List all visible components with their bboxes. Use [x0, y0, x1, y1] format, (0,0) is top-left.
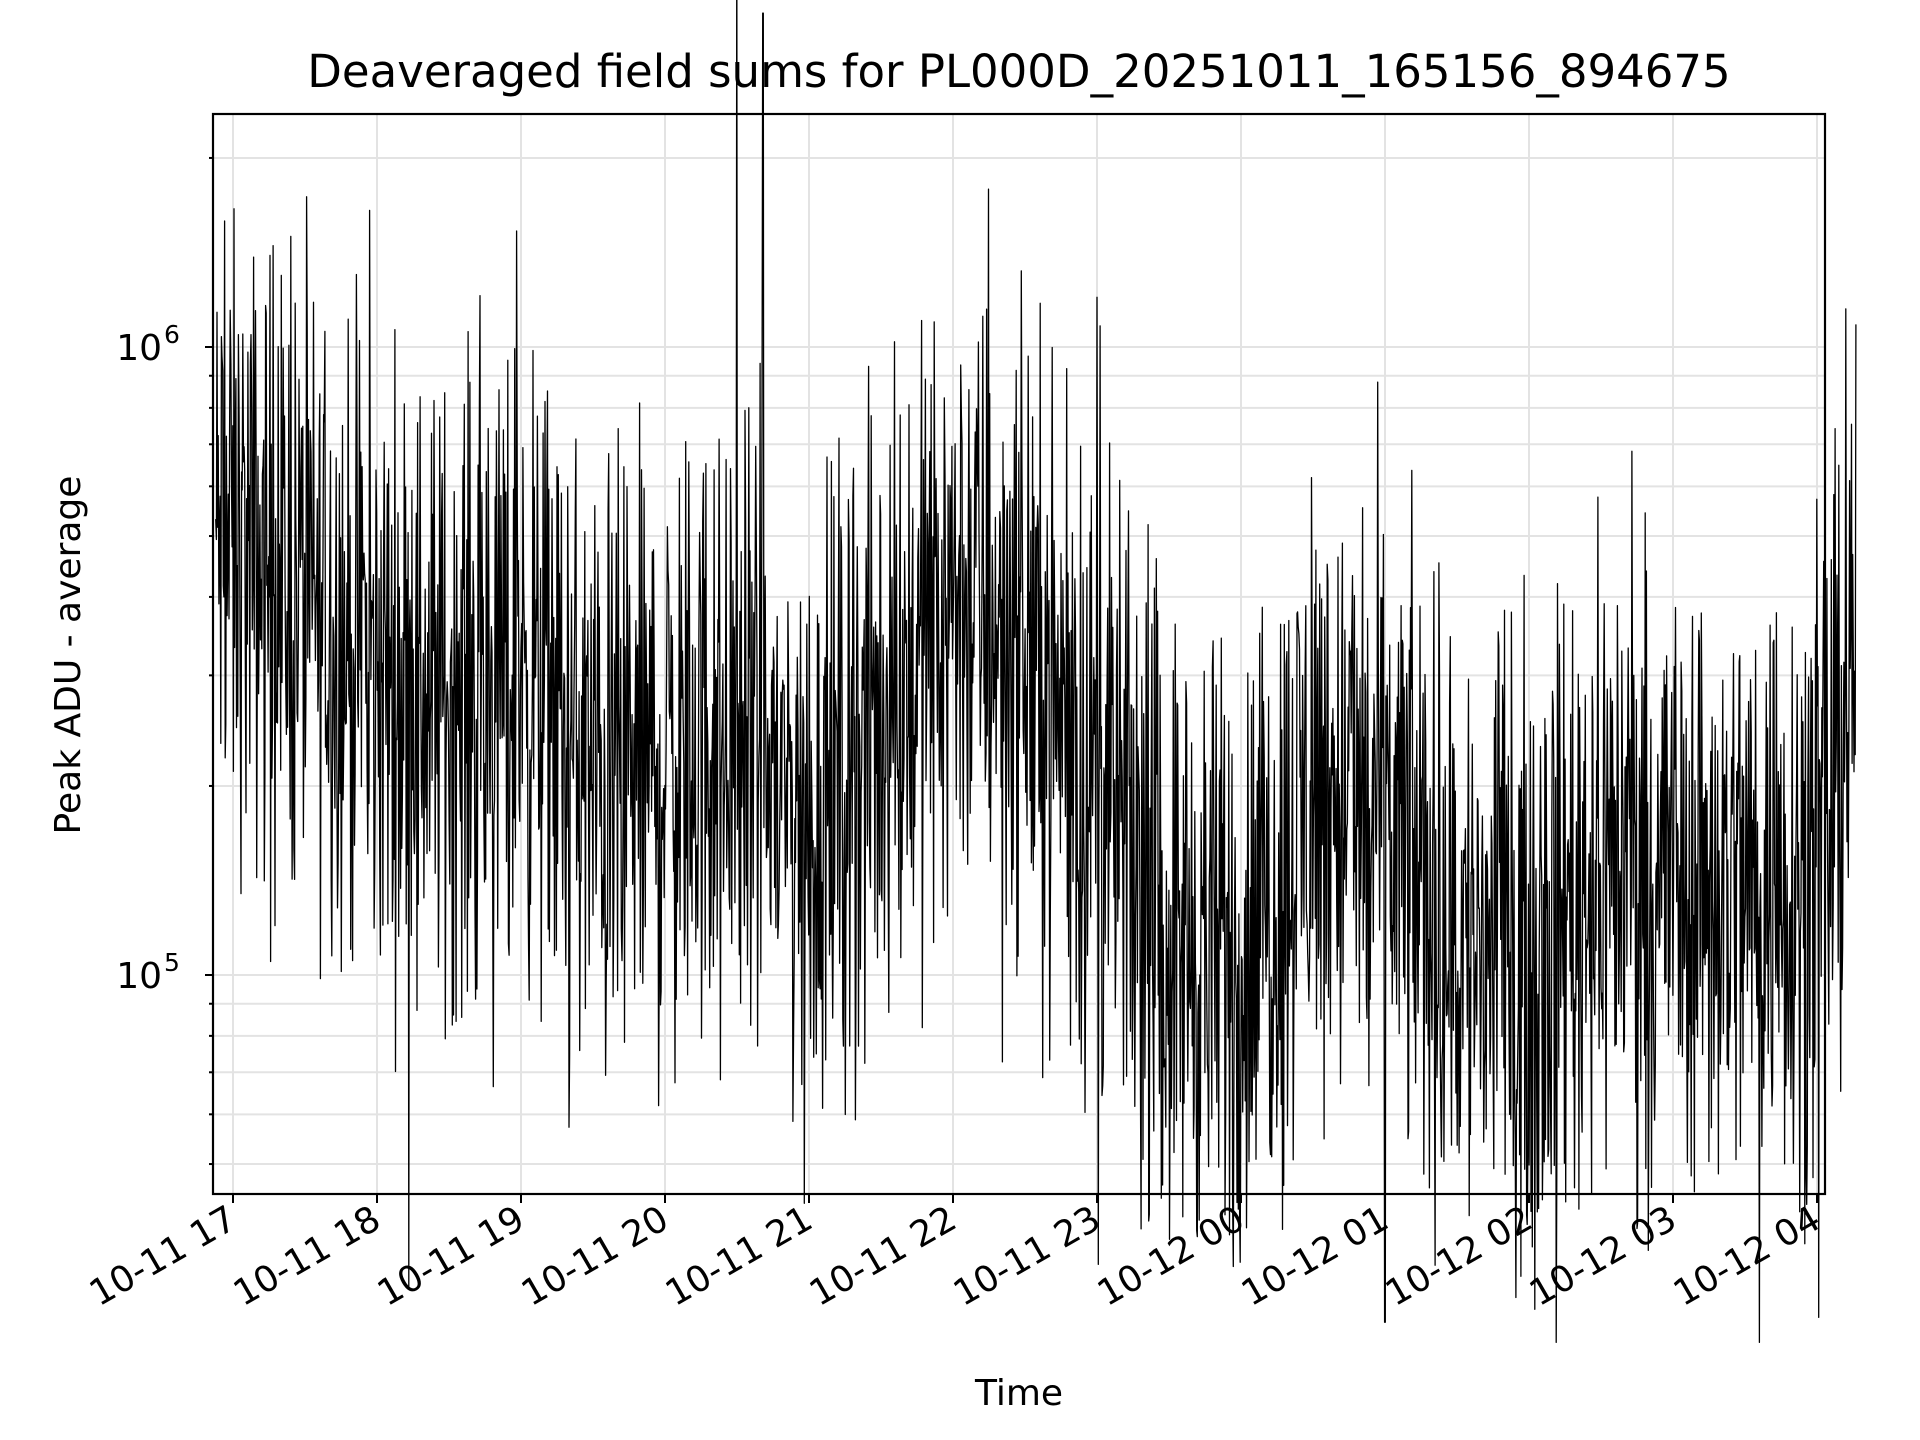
- x-tick-label: 10-12 01: [1235, 1198, 1396, 1314]
- x-tick-label: 10-11 20: [515, 1198, 676, 1314]
- axes-frame: [211, 112, 1827, 1196]
- x-tick-label: 10-12 00: [1091, 1198, 1252, 1314]
- y-tick-exponent: 6: [164, 320, 180, 349]
- x-tick-label: 10-11 23: [947, 1198, 1108, 1314]
- x-tick-label: 10-11 21: [659, 1198, 820, 1314]
- series-line: [215, 0, 1857, 1344]
- plot-area: [215, 0, 1857, 1344]
- y-axis-ticks: 105106107: [116, 156, 213, 1166]
- y-tick-label: 10: [116, 328, 162, 369]
- x-tick-label: 10-11 17: [83, 1198, 244, 1314]
- x-tick-label: 10-12 04: [1667, 1198, 1828, 1314]
- x-tick-label: 10-11 19: [371, 1198, 532, 1314]
- chart-title: Deaveraged field sums for PL000D_2025101…: [307, 45, 1730, 98]
- y-tick-label: 10: [116, 956, 162, 997]
- x-axis-label: Time: [974, 1373, 1063, 1414]
- x-tick-label: 10-11 18: [227, 1198, 388, 1314]
- x-tick-label: 10-11 22: [803, 1198, 964, 1314]
- y-tick-exponent: 5: [164, 948, 180, 977]
- x-tick-label: 10-12 03: [1523, 1198, 1684, 1314]
- y-axis-label: Peak ADU - average: [48, 476, 89, 835]
